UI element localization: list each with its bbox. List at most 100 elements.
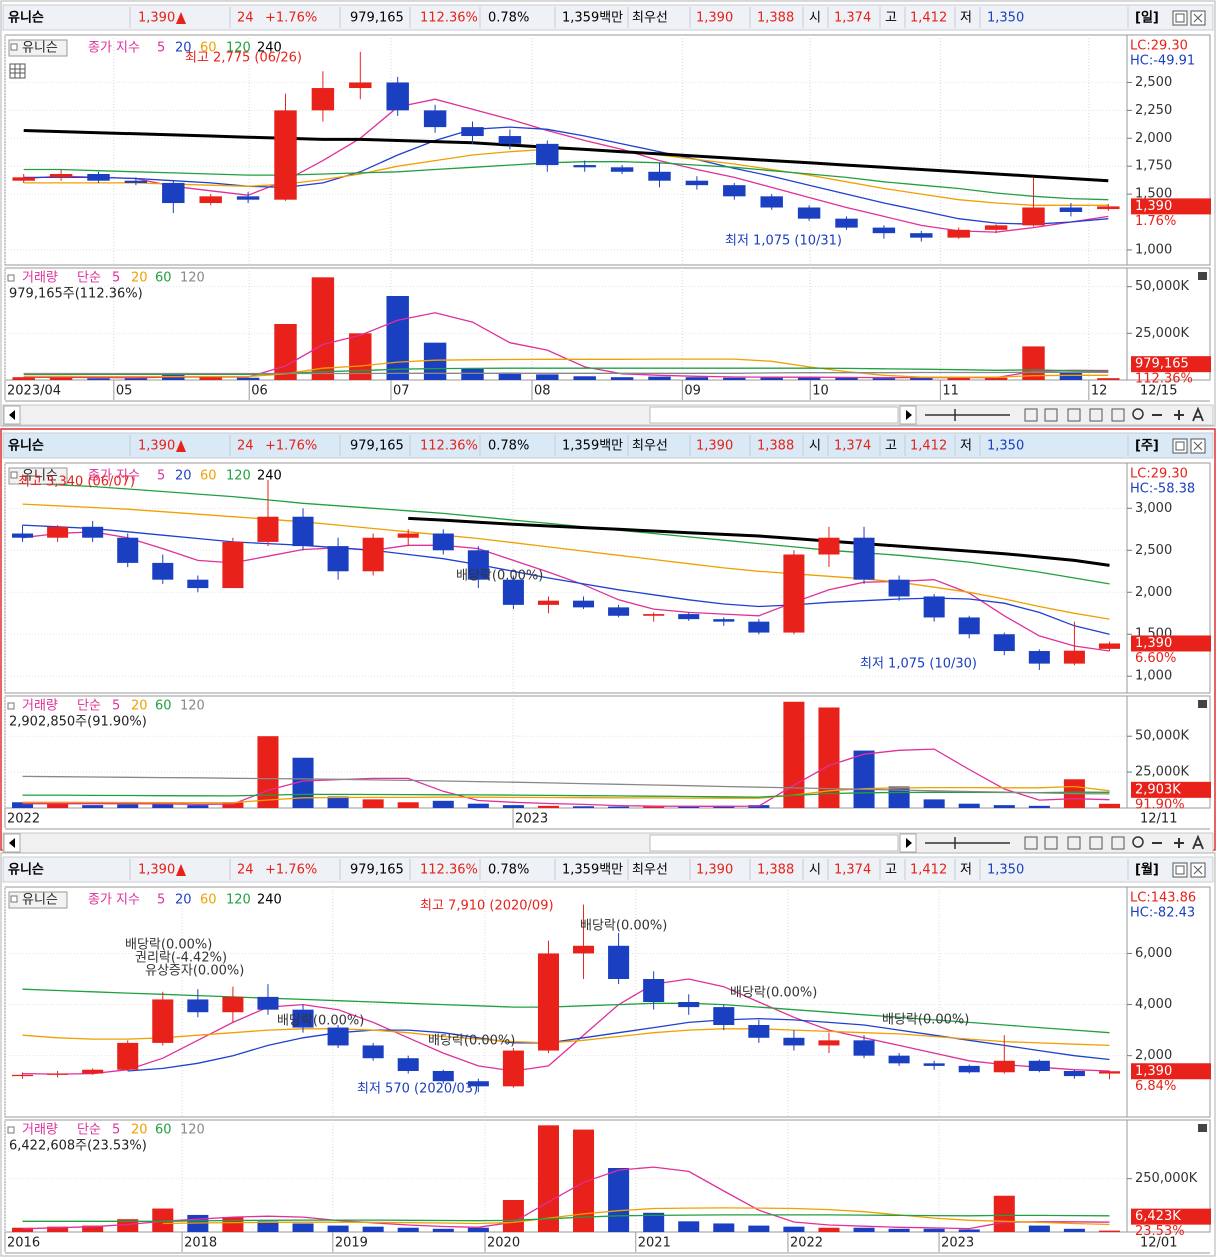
price-ma-line <box>22 1028 1110 1047</box>
volume-bar <box>760 377 783 380</box>
candle-body <box>152 999 174 1043</box>
maximize-button[interactable] <box>1172 862 1188 878</box>
legend-ma-period[interactable]: 120 <box>226 41 251 56</box>
header-field: 최우선 <box>632 11 668 26</box>
legend-ma-period[interactable]: 20 <box>175 893 192 908</box>
candle-body <box>498 136 522 144</box>
scroll-thumb[interactable] <box>649 406 899 424</box>
candle-body <box>187 579 209 589</box>
volume-legend-period[interactable]: 5 <box>112 1123 120 1138</box>
legend-ma-period[interactable]: 60 <box>200 41 217 56</box>
header-bar <box>2 856 1214 883</box>
volume-legend-period[interactable]: 60 <box>155 271 172 286</box>
y-tick-label: 1,500 <box>1135 187 1172 202</box>
end-date-label: 12/01 <box>1140 1236 1177 1251</box>
candle-body <box>984 225 1008 230</box>
last-volume-pct: 23.53% <box>1135 1224 1185 1239</box>
table-icon[interactable] <box>9 63 26 79</box>
legend-ma-period[interactable]: 120 <box>226 893 251 908</box>
legend-ma-period[interactable]: 20 <box>175 41 192 56</box>
header-field: 1,359백만 <box>562 11 623 26</box>
volume-legend-period[interactable]: 120 <box>180 271 205 286</box>
legend-box[interactable] <box>8 39 68 57</box>
search-icon[interactable] <box>1132 836 1144 848</box>
maximize-button[interactable] <box>1172 438 1188 454</box>
scroll-thumb[interactable] <box>649 834 899 852</box>
volume-y-tick-label: 50,000K <box>1135 279 1189 294</box>
legend-ma-period[interactable]: 60 <box>200 469 217 484</box>
annotation: 최저 570 (2020/03) <box>357 1082 478 1097</box>
volume-legend-period[interactable]: 120 <box>180 1123 205 1138</box>
toolbar-icon[interactable] <box>1024 836 1038 850</box>
candle-body <box>748 621 770 633</box>
volume-legend-period[interactable]: 5 <box>112 271 120 286</box>
zoom-in-icon[interactable] <box>1174 410 1184 420</box>
maximize-inner <box>1175 441 1185 451</box>
search-icon[interactable] <box>1132 408 1144 420</box>
volume-bar <box>467 803 489 808</box>
volume-close-icon[interactable] <box>1198 700 1207 708</box>
volume-close-icon[interactable] <box>1198 272 1207 280</box>
scrollbar[interactable] <box>2 832 1214 854</box>
close-icon <box>1193 865 1203 875</box>
hc-label: HC:-49.91 <box>1130 54 1195 69</box>
candle-body <box>648 171 671 181</box>
legend-ma-period[interactable]: 5 <box>157 893 165 908</box>
toolbar-icon[interactable] <box>1111 408 1125 422</box>
volume-bar <box>12 377 35 380</box>
volume-legend-period[interactable]: 120 <box>180 699 205 714</box>
toolbar-icon[interactable] <box>1089 836 1103 850</box>
toolbar-icon[interactable] <box>1044 408 1058 422</box>
volume-legend-period[interactable]: 60 <box>155 1123 172 1138</box>
legend-ma-period[interactable]: 240 <box>257 893 282 908</box>
legend-box[interactable] <box>8 467 68 485</box>
legend-ma-period[interactable]: 240 <box>257 469 282 484</box>
toolbar-icon[interactable] <box>1044 836 1058 850</box>
volume-legend-period[interactable]: 20 <box>131 1123 148 1138</box>
scrollbar[interactable] <box>2 404 1214 426</box>
header-field: 1,374 <box>834 863 871 878</box>
x-tick-label: 09 <box>684 384 701 399</box>
legend-ma-period[interactable]: 5 <box>157 469 165 484</box>
toolbar-icon[interactable] <box>1111 836 1125 850</box>
volume-bar <box>723 377 746 380</box>
maximize-button[interactable] <box>1172 10 1188 26</box>
legend-symbol: 유니슨 <box>22 469 58 484</box>
candle-body <box>467 1081 489 1087</box>
header-field: 0.78% <box>488 11 529 26</box>
volume-y-tick-label: 50,000K <box>1135 729 1189 744</box>
legend-ma-period[interactable]: 5 <box>157 41 165 56</box>
y-tick-label: 2,250 <box>1135 103 1172 118</box>
header-field: 1,390 <box>696 863 733 878</box>
candle-body <box>82 526 104 538</box>
volume-legend-period[interactable]: 20 <box>131 699 148 714</box>
candle-body <box>713 619 735 622</box>
zoom-slider[interactable] <box>925 409 1010 421</box>
font-icon[interactable] <box>1192 406 1204 422</box>
candle-body <box>748 1025 770 1038</box>
x-tick-label: 2023 <box>941 1236 974 1251</box>
font-icon[interactable] <box>1192 834 1204 850</box>
volume-bar <box>958 1229 980 1232</box>
volume-legend-period[interactable]: 5 <box>112 699 120 714</box>
scroll-right-arrow <box>906 838 912 848</box>
legend-box[interactable] <box>8 891 68 909</box>
x-tick-label: 2023/04 <box>7 384 61 399</box>
zoom-slider[interactable] <box>925 837 1010 849</box>
toolbar-icon[interactable] <box>1024 408 1038 422</box>
volume-legend-period[interactable]: 20 <box>131 271 148 286</box>
toolbar-icon[interactable] <box>1067 408 1081 422</box>
header-field: 0.78% <box>488 863 529 878</box>
zoom-in-icon[interactable] <box>1174 838 1184 848</box>
toolbar-icon[interactable] <box>1067 836 1081 850</box>
legend-ma-period[interactable]: 60 <box>200 893 217 908</box>
chart-panel: 유니슨 1,390 24 +1.76% 979,165 112.36% 0.78% 1,359… <box>0 428 1216 854</box>
volume-bar <box>87 378 110 380</box>
legend-ma-period[interactable]: 240 <box>257 41 282 56</box>
volume-legend-period[interactable]: 60 <box>155 699 172 714</box>
legend-ma-period[interactable]: 120 <box>226 469 251 484</box>
volume-close-icon[interactable] <box>1198 1124 1207 1132</box>
toolbar-icon[interactable] <box>1089 408 1103 422</box>
legend-ma-period[interactable]: 20 <box>175 469 192 484</box>
volume-ma-line <box>23 371 1109 375</box>
